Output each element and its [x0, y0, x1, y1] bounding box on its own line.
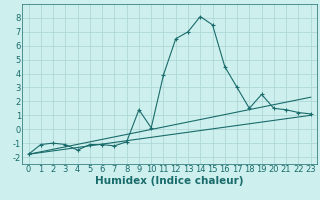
X-axis label: Humidex (Indice chaleur): Humidex (Indice chaleur)	[95, 176, 244, 186]
